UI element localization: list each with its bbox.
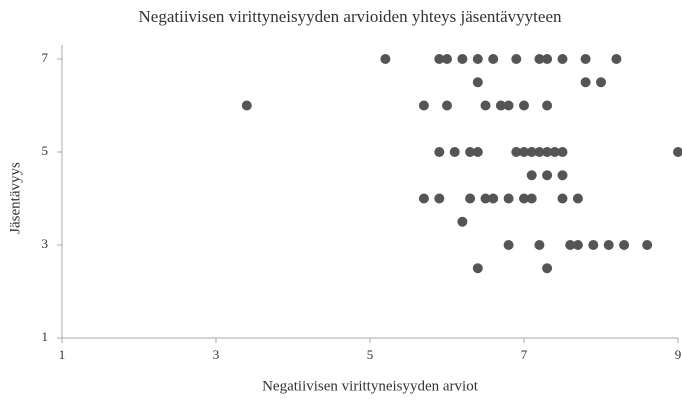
point <box>472 77 483 88</box>
point <box>434 193 445 204</box>
point <box>557 54 568 64</box>
point <box>565 240 576 250</box>
point <box>465 193 476 204</box>
point <box>488 54 499 64</box>
y-tick-label: 1 <box>42 329 49 344</box>
point <box>488 193 499 204</box>
point <box>511 147 522 157</box>
point <box>472 263 483 274</box>
x-axis-label: Negatiivisen virittyneisyyden arviot <box>262 378 479 394</box>
point <box>503 240 514 250</box>
point <box>449 147 460 157</box>
point <box>457 54 468 64</box>
point <box>557 193 568 204</box>
point <box>557 170 568 181</box>
point <box>542 147 553 157</box>
x-tick-label: 1 <box>59 347 66 362</box>
point <box>472 147 483 157</box>
point <box>572 240 583 250</box>
point <box>603 240 614 250</box>
y-axis-label: Jäsentävyys <box>7 162 23 234</box>
point <box>380 54 391 64</box>
point <box>495 100 506 111</box>
point <box>465 147 476 157</box>
point <box>534 54 545 64</box>
point <box>480 193 491 204</box>
point <box>519 100 529 111</box>
point <box>542 100 553 111</box>
point <box>557 147 568 157</box>
point <box>526 147 537 157</box>
y-tick-label: 5 <box>42 143 49 158</box>
point <box>580 77 591 88</box>
point <box>580 54 591 64</box>
point <box>534 147 545 157</box>
point <box>542 263 553 274</box>
point <box>526 170 537 181</box>
point <box>673 147 682 157</box>
point <box>519 147 529 157</box>
point <box>418 193 429 204</box>
point <box>418 100 429 111</box>
point <box>434 54 445 64</box>
x-tick-label: 5 <box>367 347 374 362</box>
point <box>534 240 545 250</box>
point <box>434 147 445 157</box>
point <box>619 240 630 250</box>
chart-title: Negatiivisen virittyneisyyden arvioiden … <box>139 7 562 26</box>
point <box>642 240 653 250</box>
point <box>611 54 622 64</box>
point <box>457 216 468 227</box>
point <box>442 54 452 64</box>
point <box>596 77 606 88</box>
point <box>542 54 553 64</box>
point <box>442 100 452 111</box>
x-tick-label: 3 <box>213 347 220 362</box>
point <box>526 193 537 204</box>
point <box>519 193 529 204</box>
point <box>549 147 560 157</box>
point <box>472 54 483 64</box>
point <box>503 100 514 111</box>
y-tick-label: 3 <box>42 236 49 251</box>
x-tick-label: 9 <box>675 347 682 362</box>
point <box>572 193 583 204</box>
point <box>588 240 599 250</box>
point <box>542 170 553 181</box>
point <box>503 193 514 204</box>
y-tick-label: 7 <box>42 50 49 65</box>
point <box>241 100 252 111</box>
point <box>511 54 522 64</box>
x-tick-label: 7 <box>521 347 528 362</box>
point <box>480 100 491 111</box>
